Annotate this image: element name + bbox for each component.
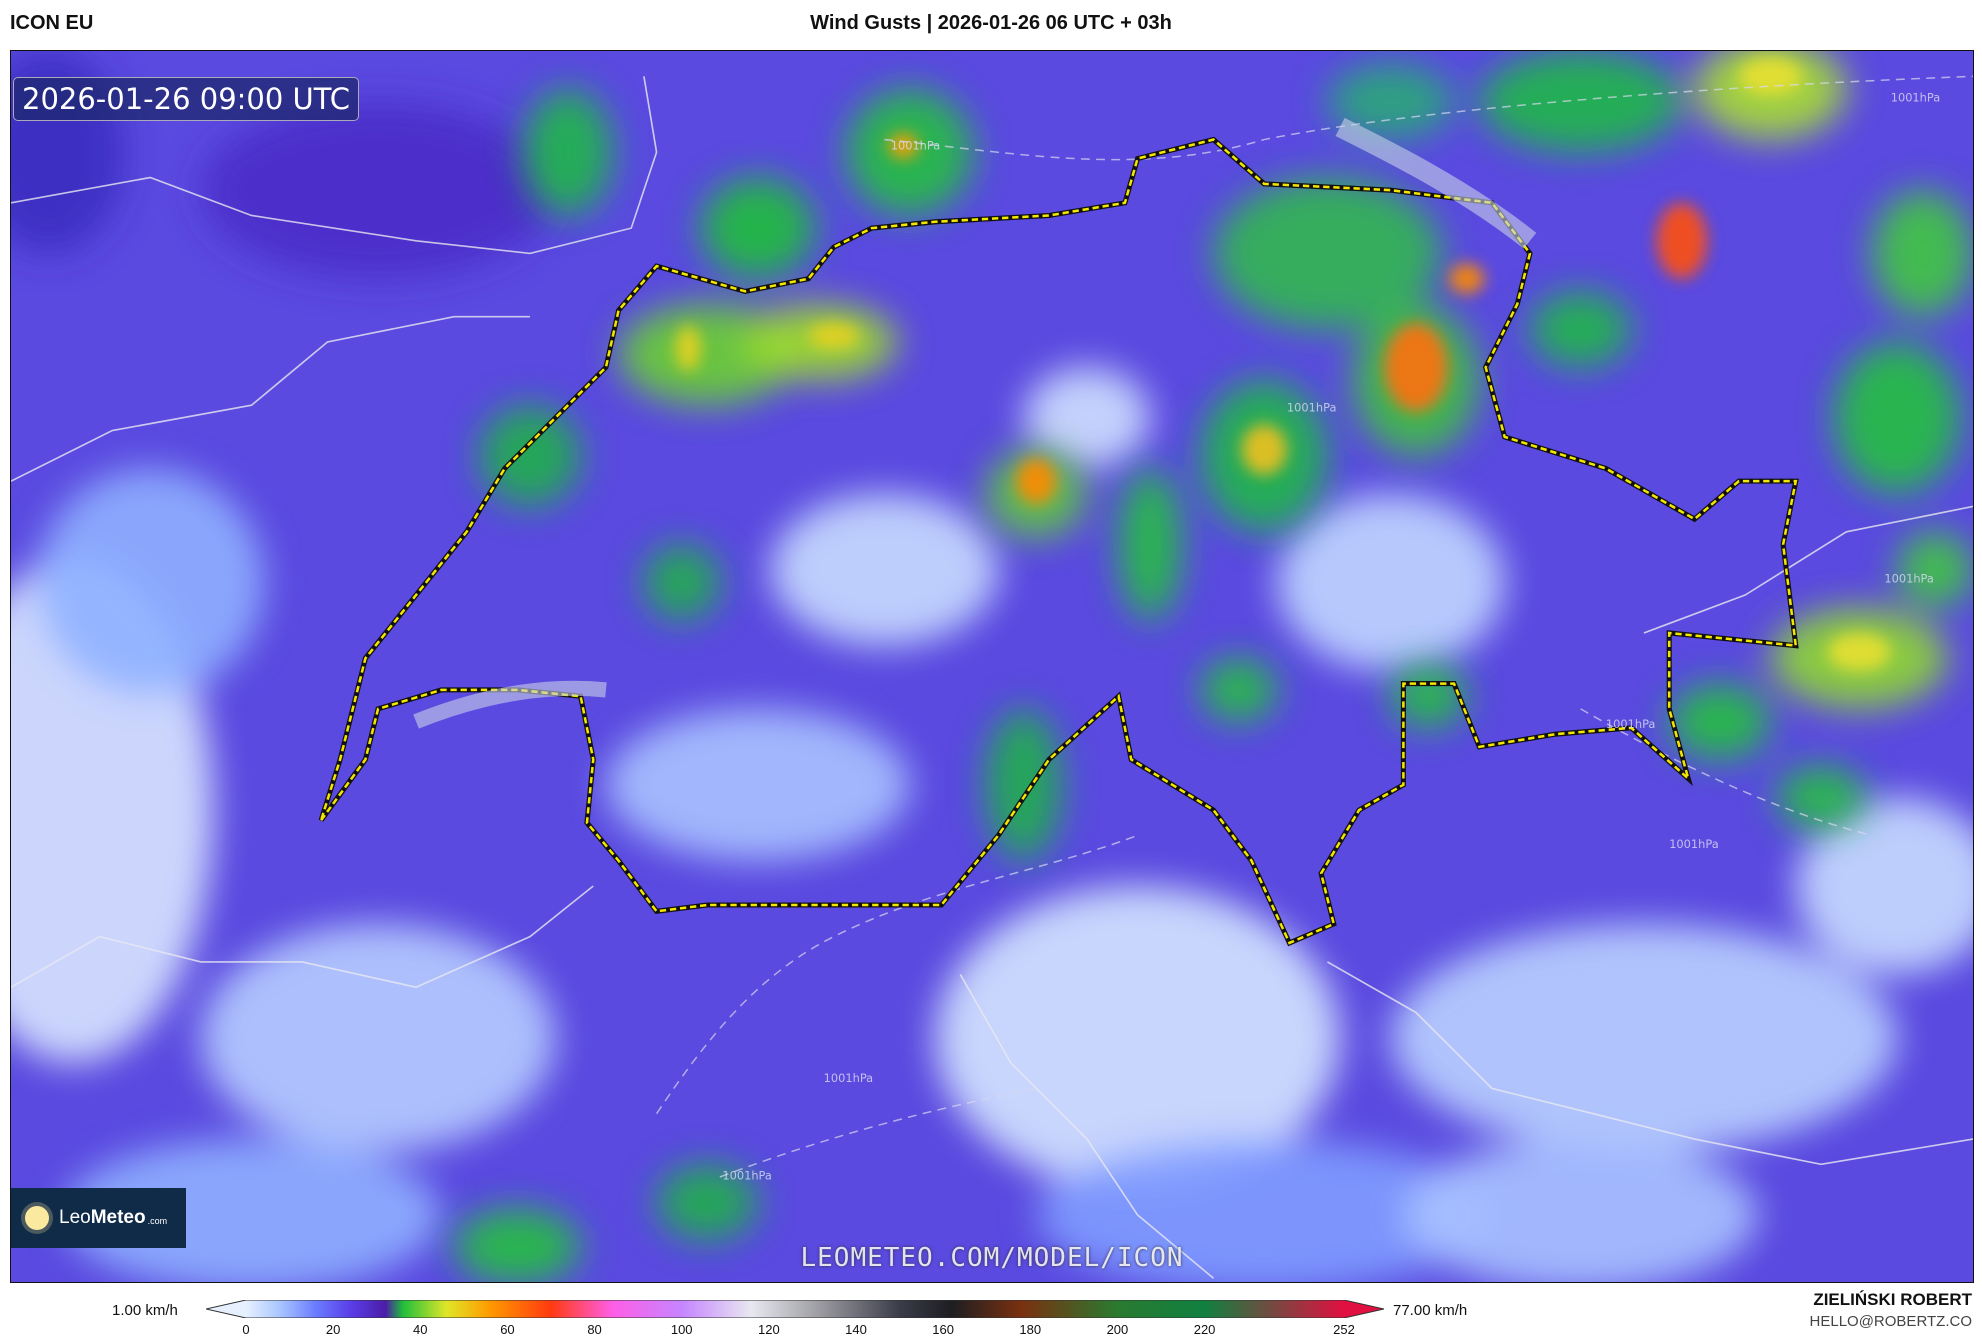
colorbar [206, 1300, 1384, 1318]
gust-area [700, 177, 815, 279]
logo-text-domain: .com [147, 1216, 168, 1226]
gust-area [1897, 531, 1973, 608]
gust-area [1327, 63, 1455, 140]
chart-title: Wind Gusts | 2026-01-26 06 UTC + 03h [810, 12, 1172, 34]
gust-area [1390, 664, 1467, 728]
logo-text: Leo [59, 1207, 91, 1228]
calm-area [605, 708, 910, 861]
colorbar-max-label: 77.00 km/h [1393, 1302, 1468, 1319]
gust-area [1213, 177, 1442, 330]
gust-area [1871, 190, 1973, 317]
calm-area [1036, 1139, 1492, 1282]
calm-area [935, 886, 1341, 1190]
strong-gust-area [1448, 263, 1485, 294]
strong-gust-area [808, 323, 860, 349]
colorbar-tick-label: 200 [1106, 1322, 1129, 1337]
author-credit: ZIELIŃSKI ROBERT [1813, 1290, 1972, 1309]
isobars [655, 75, 1973, 1178]
gust-area [454, 1208, 581, 1282]
colorbar-min-label: 1.00 km/h [112, 1302, 178, 1319]
colorbar-tick-label: 160 [932, 1322, 954, 1337]
colorbar-tick-label: 40 [413, 1322, 428, 1337]
gust-area [479, 405, 581, 507]
wind-gust-map[interactable]: 1001hPa 1001hPa 1001hPa 1001hPa 1001hPa … [10, 50, 1974, 1283]
strong-gust-area [888, 133, 919, 159]
strong-gust-area [1384, 323, 1448, 412]
calm-area [200, 923, 556, 1152]
gust-area [1200, 658, 1277, 722]
colorbar-tick-label: 100 [670, 1322, 693, 1337]
isobar-label: 1001hPa [1669, 837, 1718, 851]
strong-gust-area [1656, 202, 1708, 279]
gust-area [1833, 341, 1961, 494]
isobar-label: 1001hPa [1287, 401, 1336, 415]
strong-gust-areas [675, 57, 1891, 671]
isobar-label: 1001hPa [1606, 717, 1655, 731]
colorbar-tick-label: 60 [500, 1322, 515, 1337]
colorbar-tick-label: 20 [325, 1322, 341, 1337]
model-name: ICON EU [10, 12, 94, 34]
gust-area [1776, 765, 1866, 830]
valid-time-badge: 2026-01-26 09:00 UTC [13, 77, 360, 121]
isobar-label: 1001hPa [722, 1169, 771, 1183]
calm-area [1023, 367, 1151, 469]
strong-gust-area [1016, 458, 1057, 504]
lake-geneva [413, 680, 607, 729]
gust-area [1479, 51, 1682, 153]
colorbar-tick-label: 220 [1193, 1322, 1216, 1337]
gust-area [656, 1164, 758, 1241]
colorbar-tick-label: 0 [242, 1322, 250, 1337]
gust-area [523, 88, 613, 216]
calm-area [770, 493, 999, 646]
calm-area [36, 468, 265, 697]
calm-area [1403, 1139, 1758, 1282]
gust-area [1669, 683, 1771, 760]
calm-areas [11, 51, 1973, 1282]
isobar-label: 1001hPa [891, 139, 940, 153]
strong-gust-area [1241, 424, 1287, 475]
leometeo-logo[interactable]: Leo Meteo .com [11, 1188, 186, 1248]
colorbar-tick-label: 120 [757, 1322, 780, 1337]
isobar-label: 1001hPa [1884, 571, 1933, 585]
map-canvas: 1001hPa 1001hPa 1001hPa 1001hPa 1001hPa … [11, 51, 1973, 1282]
colorbar-tick-label: 80 [587, 1322, 602, 1337]
calm-area [1390, 923, 1898, 1152]
colorbar-gradient [206, 1300, 1384, 1318]
sun-icon [25, 1206, 49, 1230]
colorbar-tick-label: 252 [1333, 1322, 1355, 1337]
author-email[interactable]: HELLO@ROBERTZ.CO [1809, 1313, 1972, 1330]
watermark: LEOMETEO.COM/MODEL/ICON [800, 1243, 1184, 1273]
gust-areas [454, 51, 1973, 1282]
strong-gust-area [675, 325, 701, 372]
isobar-label: 1001hPa [1891, 91, 1940, 105]
strong-gust-area [1738, 57, 1803, 96]
lake-constance [1335, 117, 1537, 249]
calm-area [1795, 797, 1973, 975]
gust-area [1118, 468, 1182, 621]
logo-text-bold: Meteo [90, 1207, 146, 1228]
colorbar-tick-label: 140 [845, 1322, 867, 1337]
strong-gust-area [1827, 632, 1891, 671]
colorbar-tick-label: 180 [1019, 1322, 1042, 1337]
gust-area [1529, 291, 1632, 368]
isobar-label: 1001hPa [824, 1071, 873, 1085]
country-borders [11, 76, 1973, 1279]
calm-area [200, 101, 556, 279]
calm-area [1276, 493, 1505, 671]
gust-area [643, 544, 720, 621]
